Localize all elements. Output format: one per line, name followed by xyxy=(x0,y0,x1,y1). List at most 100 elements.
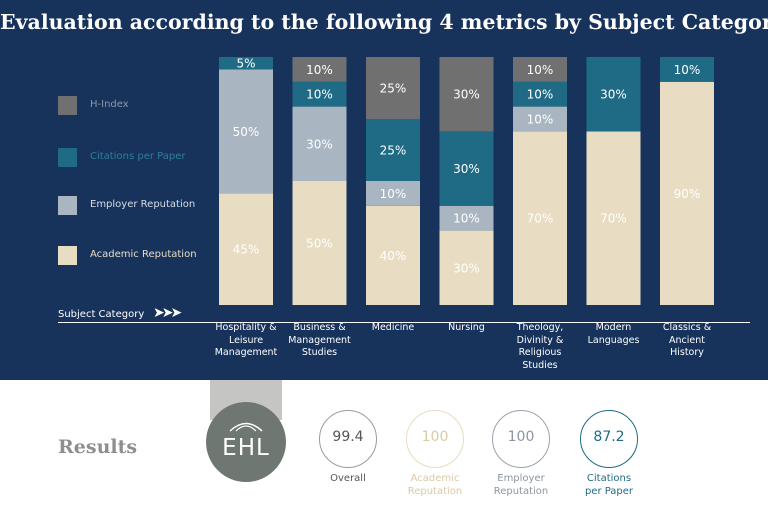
category-label-line: Medicine xyxy=(371,322,415,333)
score-label-overall: Overall xyxy=(330,473,366,484)
bar-academic-reputation-5 xyxy=(513,131,567,305)
score-label-employer-reputation: Employer Reputation xyxy=(493,473,549,497)
category-label-line: Nursing xyxy=(448,322,485,333)
data-label-citations-per-paper-2: 10% xyxy=(306,88,333,102)
data-label-h-index-2: 10% xyxy=(306,63,333,77)
data-label-h-index-5: 10% xyxy=(527,63,554,77)
category-label-line: Management xyxy=(288,334,351,346)
bar-academic-reputation-4 xyxy=(439,230,494,305)
score-circle-academic-reputation: 100 xyxy=(406,410,464,468)
score-value: 87.2 xyxy=(593,429,625,445)
bar-citations-per-paper-5 xyxy=(513,81,567,107)
results-title: Results xyxy=(58,436,138,458)
category-label-6: Modern Languages xyxy=(574,322,654,347)
category-label-2: Business & Management Studies xyxy=(280,322,360,360)
bar-academic-reputation-1 xyxy=(219,193,273,305)
data-label-academic-reputation-3: 40% xyxy=(380,249,407,263)
data-label-citations-per-paper-3: 25% xyxy=(380,144,407,158)
stacked-bar-chart: 45% 50% 5% 50% 30% 10% 10% 40% 10% 25% 25% 30% 10% 30… xyxy=(219,57,714,305)
bar-citations-per-paper-6 xyxy=(586,57,641,132)
legend-swatch-h-index xyxy=(58,96,77,115)
score-value: 100 xyxy=(507,429,535,445)
bar-h-index-3 xyxy=(366,57,420,119)
data-label-academic-reputation-4: 30% xyxy=(453,261,480,275)
results-panel: Results EHL 99.4 Overall 100 Academic Reput… xyxy=(0,380,768,508)
bar-employer-reputation-2 xyxy=(292,106,347,181)
bar-academic-reputation-6 xyxy=(586,131,641,305)
bar-academic-reputation-3 xyxy=(366,205,420,305)
category-label-line: Studies xyxy=(522,359,558,371)
data-label-employer-reputation-4: 10% xyxy=(453,212,480,226)
data-label-academic-reputation-5: 70% xyxy=(527,212,554,226)
chart-title: Evaluation according to the following 4 … xyxy=(0,10,768,34)
category-label-line: Studies xyxy=(301,347,338,358)
legend-label-employer-reputation: Employer Reputation xyxy=(90,199,196,210)
data-label-h-index-4: 30% xyxy=(453,88,480,102)
score-value: 100 xyxy=(421,429,449,445)
triple-arrow-icon: ➤➤➤ xyxy=(153,305,182,321)
category-label-line: Classics & xyxy=(662,322,712,333)
data-label-academic-reputation-2: 50% xyxy=(306,237,333,251)
data-label-citations-per-paper-1: 5% xyxy=(236,57,255,71)
bar-h-index-5 xyxy=(513,57,567,82)
legend-swatch-academic-reputation xyxy=(58,246,77,265)
data-label-academic-reputation-1: 45% xyxy=(233,243,260,257)
data-label-citations-per-paper-5: 10% xyxy=(527,88,554,102)
data-label-citations-per-paper-4: 30% xyxy=(453,162,480,176)
data-label-employer-reputation-1: 50% xyxy=(233,125,260,139)
bar-employer-reputation-1 xyxy=(219,69,273,194)
category-label-line: Business & xyxy=(293,322,346,333)
bar-academic-reputation-7 xyxy=(660,81,714,305)
category-label-line: Languages xyxy=(587,334,640,346)
data-label-employer-reputation-3: 10% xyxy=(380,187,407,201)
x-axis-line xyxy=(58,322,750,323)
legend-label-academic-reputation: Academic Reputation xyxy=(90,249,197,260)
legend-swatch-employer-reputation xyxy=(58,196,77,215)
category-label-line: History xyxy=(670,347,704,358)
chart-panel: Evaluation according to the following 4 … xyxy=(0,0,768,380)
bar-employer-reputation-3 xyxy=(366,181,420,206)
score-label-academic-reputation: Academic Reputation xyxy=(407,473,463,497)
score-circle-employer-reputation: 100 xyxy=(492,410,550,468)
category-label-line: Leisure xyxy=(228,334,264,346)
category-label-4: Nursing xyxy=(427,322,507,335)
bar-employer-reputation-4 xyxy=(439,205,494,231)
legend-swatch-citations-per-paper xyxy=(58,148,77,167)
bar-employer-reputation-5 xyxy=(513,106,567,132)
data-label-academic-reputation-6: 70% xyxy=(600,212,627,226)
legend-label-citations-per-paper: Citations per Paper xyxy=(90,151,186,162)
category-label-5: Theology, Divinity & Religious Studies xyxy=(500,322,580,372)
category-label-line: Ancient xyxy=(669,334,705,346)
bar-citations-per-paper-2 xyxy=(292,81,347,107)
data-label-citations-per-paper-6: 30% xyxy=(600,88,627,102)
category-label-line: Religious xyxy=(518,347,562,358)
data-label-employer-reputation-2: 30% xyxy=(306,137,333,151)
legend-label-h-index: H-Index xyxy=(90,99,129,110)
score-label-citations-per-paper: Citations per Paper xyxy=(584,473,634,497)
category-label-3: Medicine xyxy=(353,322,433,335)
ehl-logo: EHL xyxy=(206,402,286,482)
bar-h-index-4 xyxy=(439,57,494,132)
bar-citations-per-paper-1 xyxy=(219,57,273,70)
data-label-employer-reputation-5: 10% xyxy=(527,113,554,127)
logo-text: EHL xyxy=(222,435,270,461)
score-value: 99.4 xyxy=(332,429,364,445)
bar-citations-per-paper-3 xyxy=(366,119,420,181)
score-circle-overall: 99.4 xyxy=(319,410,377,468)
category-label-line: Divinity & xyxy=(516,334,564,346)
bar-citations-per-paper-7 xyxy=(660,57,714,82)
data-label-academic-reputation-7: 90% xyxy=(674,187,701,201)
data-label-citations-per-paper-7: 10% xyxy=(674,63,701,77)
roof-arc-icon xyxy=(229,422,263,432)
x-axis-title: Subject Category xyxy=(58,309,145,320)
bar-h-index-2 xyxy=(292,57,347,82)
category-label-line: Theology, xyxy=(516,322,564,333)
category-label-line: Modern xyxy=(595,322,632,333)
category-label-7: Classics & Ancient History xyxy=(647,322,727,360)
category-label-1: Hospitality & Leisure Management xyxy=(206,322,286,360)
data-label-h-index-3: 25% xyxy=(380,82,407,96)
bar-academic-reputation-2 xyxy=(292,181,347,305)
bar-citations-per-paper-4 xyxy=(439,131,494,206)
category-label-line: Hospitality & xyxy=(215,322,277,333)
category-label-line: Management xyxy=(214,347,278,358)
